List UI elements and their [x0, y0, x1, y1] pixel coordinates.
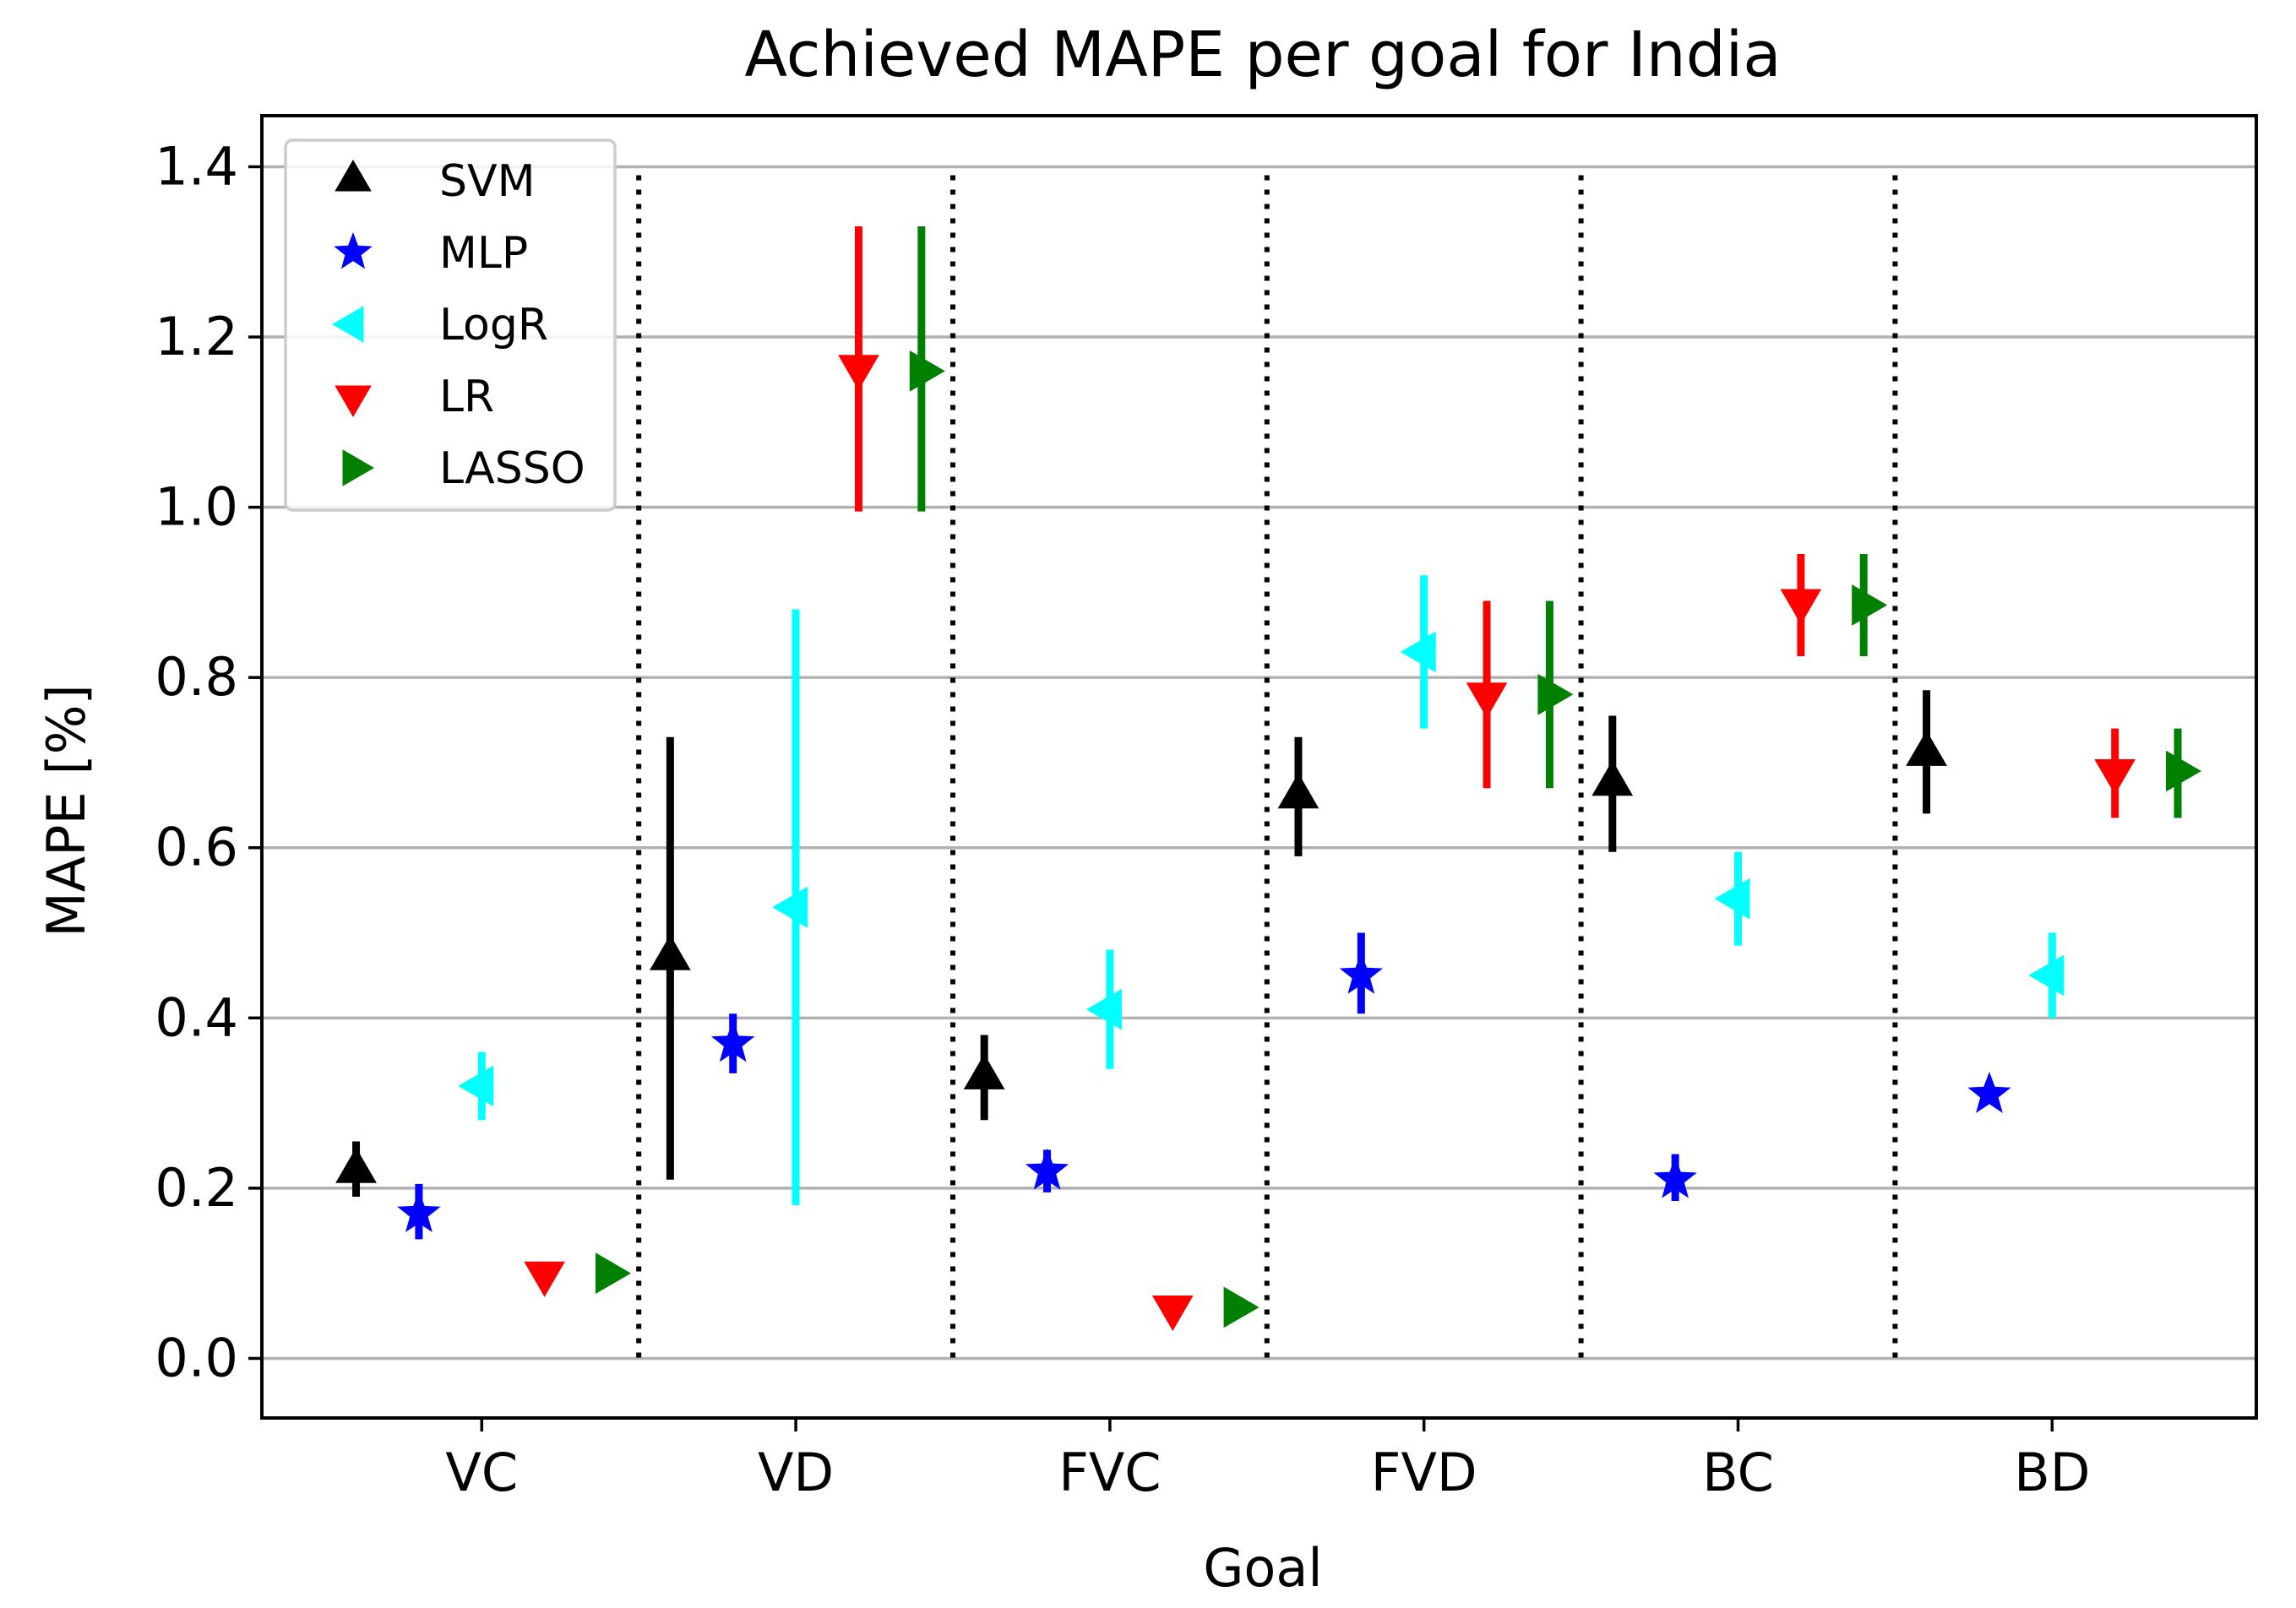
- x-tick-label-fvc: FVC: [1058, 1442, 1161, 1503]
- legend-marker-lr: [335, 385, 372, 417]
- mlp-point-bd: [1967, 1072, 2011, 1113]
- svm-point-fvd: [1277, 773, 1319, 809]
- legend-label-logr: LogR: [439, 300, 548, 350]
- svm-point-vc: [335, 1147, 377, 1183]
- chart-title: Achieved MAPE per goal for India: [744, 19, 1781, 91]
- y-tick-label: 0.4: [155, 986, 238, 1048]
- legend: SVM MLP LogR LR LASSO: [284, 139, 617, 512]
- lasso-point-vd: [909, 350, 945, 392]
- x-tick-label-bc: BC: [1702, 1442, 1774, 1503]
- mlp-point-vd: [711, 1020, 755, 1062]
- x-axis-label: Goal: [1203, 1537, 1322, 1599]
- legend-marker-svm: [335, 160, 372, 192]
- legend-label-svm: SVM: [439, 156, 535, 207]
- lasso-point-bd: [2166, 750, 2201, 792]
- legend-marker-mlp: [334, 232, 373, 269]
- svm-point-bd: [1906, 730, 1947, 766]
- legend-marker-lasso: [342, 449, 374, 486]
- lr-point-vd: [838, 355, 879, 391]
- mlp-point-fvd: [1339, 952, 1383, 994]
- logr-point-bd: [2028, 954, 2065, 997]
- y-tick-label: 0.0: [155, 1327, 238, 1388]
- lasso-point-fvd: [1537, 674, 1574, 715]
- separator-layer: [636, 175, 1898, 1359]
- y-tick-label: 1.4: [155, 135, 238, 197]
- legend-marker-logr: [332, 306, 364, 343]
- lr-point-vc: [524, 1261, 565, 1297]
- legend-label-lasso: LASSO: [439, 443, 585, 494]
- x-tick-label-bd: BD: [2014, 1442, 2090, 1503]
- mlp-point-fvc: [1025, 1148, 1069, 1190]
- logr-point-fvc: [1085, 988, 1122, 1030]
- lr-point-bd: [2094, 759, 2135, 795]
- logr-point-vd: [772, 886, 808, 928]
- legend-label-mlp: MLP: [439, 228, 528, 279]
- y-tick-label: 1.2: [155, 306, 238, 367]
- y-tick-label: 0.6: [155, 817, 238, 878]
- y-tick-label: 0.2: [155, 1157, 238, 1219]
- tick-layer: 0.0 0.2 0.4 0.6 0.8 1.0 1.2 1.4 VC VD FVC FVD BC BD: [155, 135, 2090, 1503]
- data-layer: [335, 226, 2201, 1331]
- svm-point-fvc: [963, 1053, 1005, 1089]
- lasso-point-bc: [1852, 584, 1888, 626]
- svm-point-bc: [1591, 760, 1634, 796]
- plot-frame: [260, 114, 2258, 1420]
- mlp-point-vc: [397, 1191, 441, 1232]
- logr-point-vc: [458, 1065, 494, 1107]
- lr-point-fvd: [1466, 682, 1508, 719]
- y-axis-label: MAPE [%]: [35, 684, 97, 937]
- lasso-point-fvc: [1223, 1286, 1260, 1328]
- lasso-point-vc: [596, 1252, 631, 1294]
- lr-point-bc: [1780, 589, 1822, 625]
- legend-label-lr: LR: [439, 372, 494, 422]
- x-tick-label-vd: VD: [758, 1442, 834, 1503]
- x-tick-label-vc: VC: [445, 1442, 518, 1503]
- lr-point-fvc: [1151, 1296, 1194, 1331]
- logr-point-fvd: [1400, 631, 1436, 673]
- y-tick-label: 1.0: [155, 476, 238, 538]
- x-tick-label-fvd: FVD: [1371, 1442, 1477, 1503]
- mlp-point-bc: [1653, 1156, 1697, 1198]
- svm-point-vd: [650, 934, 691, 970]
- y-tick-label: 0.8: [155, 646, 238, 708]
- logr-point-bc: [1714, 877, 1750, 920]
- legend-box: [284, 139, 617, 512]
